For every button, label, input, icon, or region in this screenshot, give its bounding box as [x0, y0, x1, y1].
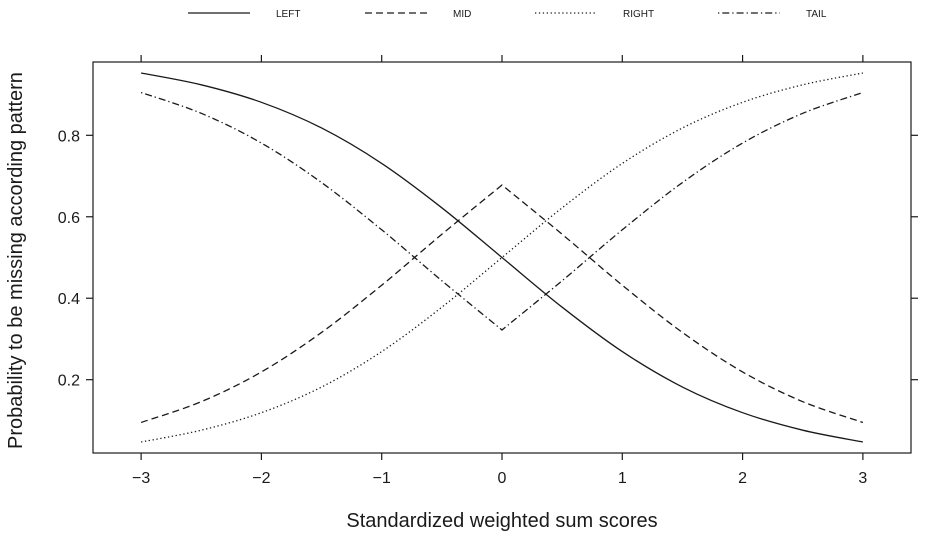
axis-tick-labels: −3 −2 −1 0 1 2 3 0.2 0.4 0.6 0.8: [58, 128, 868, 487]
axis-ticks: [86, 55, 918, 460]
x-axis-label: Standardized weighted sum scores: [346, 510, 657, 532]
legend-label-left: LEFT: [276, 9, 300, 20]
series-line-tail: [140, 91, 864, 331]
y-tick-label: 0.6: [58, 210, 80, 227]
legend-label-right: RIGHT: [623, 9, 654, 20]
x-tick-label: 2: [738, 470, 747, 487]
series-line-mid: [140, 184, 864, 424]
x-tick-label: −1: [373, 470, 391, 487]
x-tick-label: −2: [252, 470, 270, 487]
x-tick-label: 3: [858, 470, 867, 487]
x-tick-label: 0: [498, 470, 507, 487]
y-tick-label: 0.8: [58, 128, 80, 145]
series-line-left: [140, 72, 864, 443]
y-tick-label: 0.4: [58, 291, 80, 308]
legend: LEFT MID RIGHT TAIL: [188, 9, 827, 20]
y-tick-label: 0.2: [58, 373, 80, 390]
series-lines: [140, 72, 864, 443]
y-axis-label: Probability to be missing according patt…: [5, 72, 27, 449]
legend-label-tail: TAIL: [806, 9, 827, 20]
x-tick-label: 1: [618, 470, 627, 487]
legend-label-mid: MID: [453, 9, 471, 20]
x-tick-label: −3: [132, 470, 150, 487]
